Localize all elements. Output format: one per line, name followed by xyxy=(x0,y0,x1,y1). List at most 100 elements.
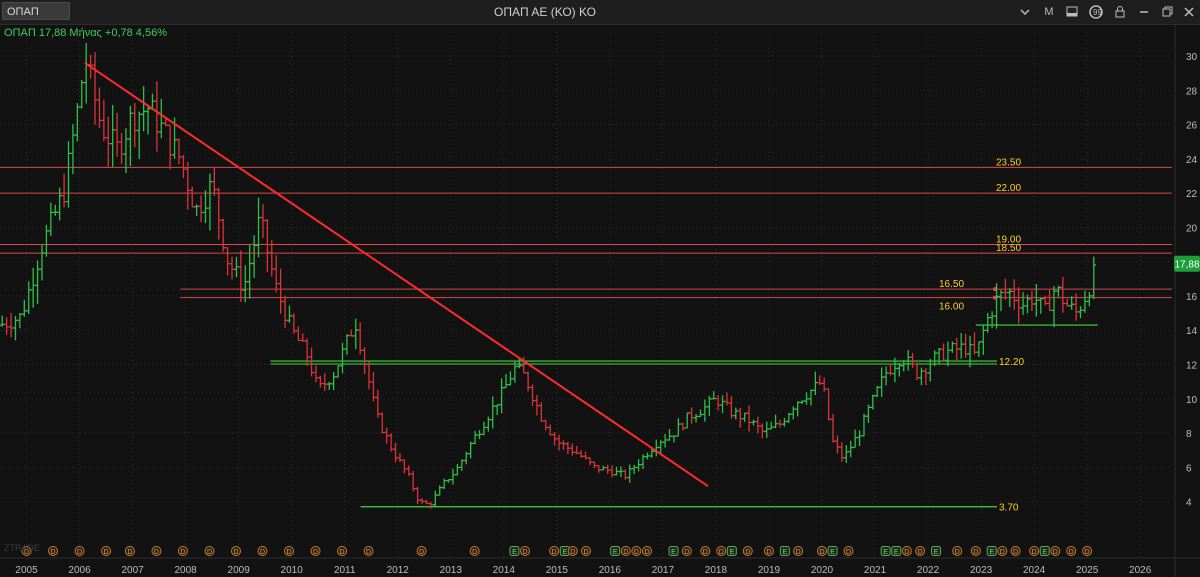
support-label: 3.70 xyxy=(999,503,1019,514)
earnings-marker-badge xyxy=(880,546,891,556)
symbol-input[interactable]: ΟΠΑΠ xyxy=(2,2,70,20)
dividend-marker: D xyxy=(48,546,59,556)
y-tick-label: 20 xyxy=(1186,223,1198,234)
marker-label: D xyxy=(419,549,424,556)
dividend-marker-badge xyxy=(997,546,1008,556)
earnings-marker-badge xyxy=(509,546,520,556)
marker-label: D xyxy=(719,549,724,556)
dividend-marker-badge xyxy=(641,546,652,556)
chevron-down-icon[interactable] xyxy=(1016,3,1034,21)
dividend-marker-badge xyxy=(1066,546,1077,556)
dividend-marker: D xyxy=(970,546,981,556)
y-tick-label: 12 xyxy=(1186,360,1198,371)
marker-label: D xyxy=(233,549,238,556)
dividend-marker-badge xyxy=(257,546,268,556)
x-tick-label: 2006 xyxy=(68,565,91,576)
dividend-marker: D xyxy=(641,546,652,556)
dividend-marker: D xyxy=(416,546,427,556)
y-tick-label: 24 xyxy=(1186,155,1198,166)
quote-info-line: ΟΠΑΠ 17,88 Μήνας +0,78 4,56% xyxy=(4,27,167,39)
marker-label: E xyxy=(671,549,676,556)
dividend-marker: D xyxy=(549,546,560,556)
earnings-marker: E xyxy=(559,546,570,556)
x-tick-label: 2010 xyxy=(281,565,304,576)
x-tick-label: 2012 xyxy=(387,565,410,576)
quote-icon[interactable]: 99 xyxy=(1087,3,1105,21)
panel-icon[interactable] xyxy=(1063,3,1081,21)
dividend-marker: D xyxy=(151,546,162,556)
marker-label: D xyxy=(1032,549,1037,556)
dividend-marker-badge xyxy=(124,546,135,556)
marker-label: D xyxy=(703,549,708,556)
marker-label: D xyxy=(955,549,960,556)
marker-label: E xyxy=(512,549,517,556)
resistance-label: 18.50 xyxy=(996,243,1021,254)
x-tick-label: 2008 xyxy=(174,565,197,576)
restore-window-icon[interactable] xyxy=(1158,3,1176,21)
x-tick-label: 2014 xyxy=(493,565,516,576)
marker-label: E xyxy=(1042,549,1047,556)
dividend-marker-badge xyxy=(549,546,560,556)
period-button[interactable]: M xyxy=(1044,6,1054,18)
marker-label: D xyxy=(570,549,575,556)
resistance-label: 22.00 xyxy=(996,183,1021,194)
last-price-label: 17,88 xyxy=(1174,260,1199,271)
y-axis: 468101214161820222426283017,88 xyxy=(1174,24,1200,577)
y-tick-label: 14 xyxy=(1186,326,1198,337)
close-icon[interactable] xyxy=(1180,3,1198,21)
dividend-marker-badge xyxy=(901,546,912,556)
dividend-marker-badge xyxy=(48,546,59,556)
dividend-marker-badge xyxy=(816,546,827,556)
marker-label: D xyxy=(1013,549,1018,556)
dividend-marker-badge xyxy=(337,546,348,556)
marker-label: E xyxy=(613,549,618,556)
dividend-marker: D xyxy=(581,546,591,556)
earnings-marker-badge xyxy=(986,546,997,556)
marker-label: E xyxy=(883,549,888,556)
marker-label: E xyxy=(894,549,899,556)
dividend-marker-badge xyxy=(204,546,215,556)
x-tick-label: 2007 xyxy=(121,565,144,576)
dividend-marker-badge xyxy=(469,546,480,556)
dividend-marker: D xyxy=(177,546,188,556)
lock-icon[interactable] xyxy=(1111,3,1129,21)
marker-label: D xyxy=(684,549,689,556)
marker-label: D xyxy=(796,549,801,556)
dividend-marker: D xyxy=(101,546,112,556)
dividend-marker: D xyxy=(337,546,348,556)
dividend-marker-badge xyxy=(74,546,85,556)
dividend-marker: D xyxy=(1029,546,1040,556)
earnings-marker-badge xyxy=(931,546,942,556)
marker-label: D xyxy=(260,549,265,556)
marker-label: D xyxy=(207,549,212,556)
marker-label: D xyxy=(846,549,851,556)
marker-label: D xyxy=(24,549,29,556)
marker-label: D xyxy=(522,549,527,556)
marker-label: D xyxy=(127,549,132,556)
marker-label: D xyxy=(583,549,588,556)
y-tick-label: 8 xyxy=(1186,429,1192,440)
price-chart[interactable]: 23.5022.0019.0018.5016.5016.0012.203.70 … xyxy=(0,24,1200,577)
resistance-label: 16.50 xyxy=(939,279,964,290)
dividend-marker-badge xyxy=(915,546,926,556)
marker-label: D xyxy=(313,549,318,556)
dividend-marker-badge xyxy=(416,546,427,556)
marker-label: D xyxy=(973,549,978,556)
x-tick-label: 2017 xyxy=(652,565,675,576)
marker-label: D xyxy=(634,549,639,556)
dividend-marker-badge xyxy=(101,546,112,556)
marker-label: D xyxy=(1085,549,1090,556)
minimize-icon[interactable] xyxy=(1135,3,1153,21)
dividend-marker: D xyxy=(21,546,32,556)
dividend-marker: D xyxy=(915,546,926,556)
earnings-marker-badge xyxy=(726,546,737,556)
dividend-marker: D xyxy=(816,546,827,556)
dividend-marker-badge xyxy=(681,546,692,556)
dividend-marker-badge xyxy=(793,546,804,556)
dividend-marker: D xyxy=(742,546,753,556)
trendline-layer xyxy=(84,62,709,487)
earnings-marker: E xyxy=(891,546,902,556)
earnings-marker: E xyxy=(610,546,621,556)
resistance-label: 19.00 xyxy=(996,235,1021,246)
